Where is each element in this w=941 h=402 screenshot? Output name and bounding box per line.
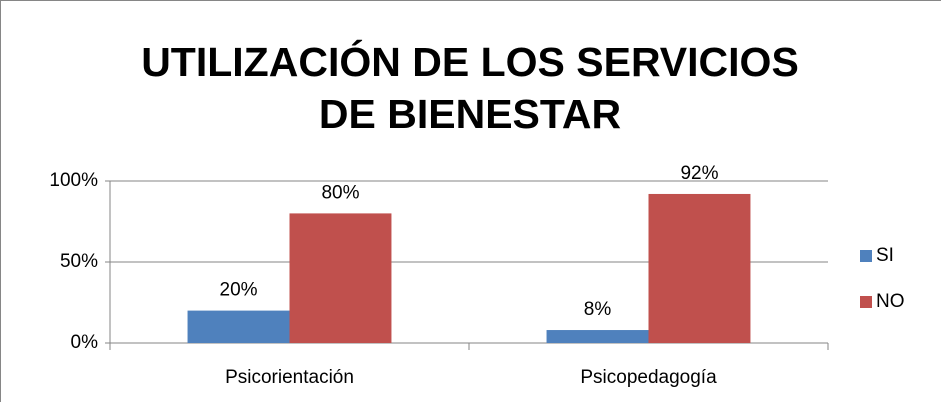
chart-title: UTILIZACIÓN DE LOS SERVICIOS DE BIENESTA… <box>141 39 799 137</box>
y-tick-label: 50% <box>60 251 98 272</box>
bar <box>187 310 290 343</box>
y-tick-label: 100% <box>49 170 98 191</box>
legend-label: NO <box>876 291 905 312</box>
legend-label: SI <box>876 245 894 266</box>
x-tick-label: Psicopedagogía <box>580 367 717 388</box>
data-label: 20% <box>220 280 258 301</box>
bar <box>546 330 649 343</box>
data-label: 80% <box>321 182 359 203</box>
bar <box>289 213 392 343</box>
data-label: 92% <box>680 163 718 184</box>
legend-swatch <box>860 296 872 308</box>
y-tick-label: 0% <box>71 332 99 353</box>
bar <box>648 193 751 343</box>
legend-swatch <box>860 250 872 262</box>
data-label: 8% <box>584 299 612 320</box>
x-tick-label: Psicorientación <box>225 367 354 388</box>
